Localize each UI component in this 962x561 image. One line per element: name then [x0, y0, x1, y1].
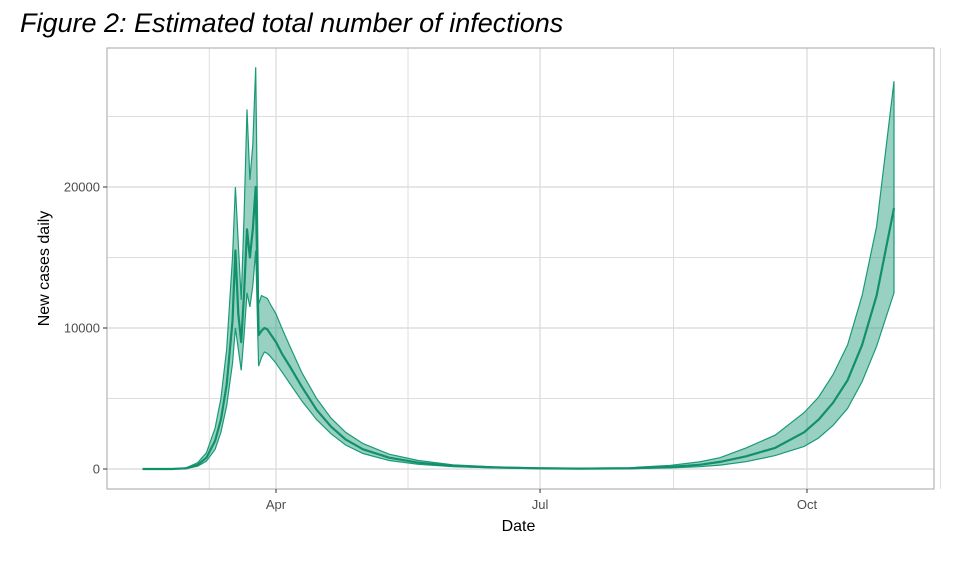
- panel-border: [106, 47, 935, 490]
- y-tick-label: 20000: [64, 180, 100, 195]
- y-axis-title: New cases daily: [36, 211, 53, 327]
- y-tick-label: 0: [93, 462, 100, 477]
- y-tick-label: 10000: [64, 321, 100, 336]
- x-tick-label: Oct: [797, 497, 818, 512]
- x-axis-title: Date: [502, 518, 536, 535]
- axis-ticks: Apr Jul Oct 0 10000 20000: [64, 180, 818, 513]
- x-tick-label: Apr: [266, 497, 287, 512]
- median-line: [142, 185, 896, 471]
- plot-marks: [142, 67, 896, 471]
- figure-title: Figure 2: Estimated total number of infe…: [20, 8, 564, 38]
- x-tick-label: Jul: [532, 497, 549, 512]
